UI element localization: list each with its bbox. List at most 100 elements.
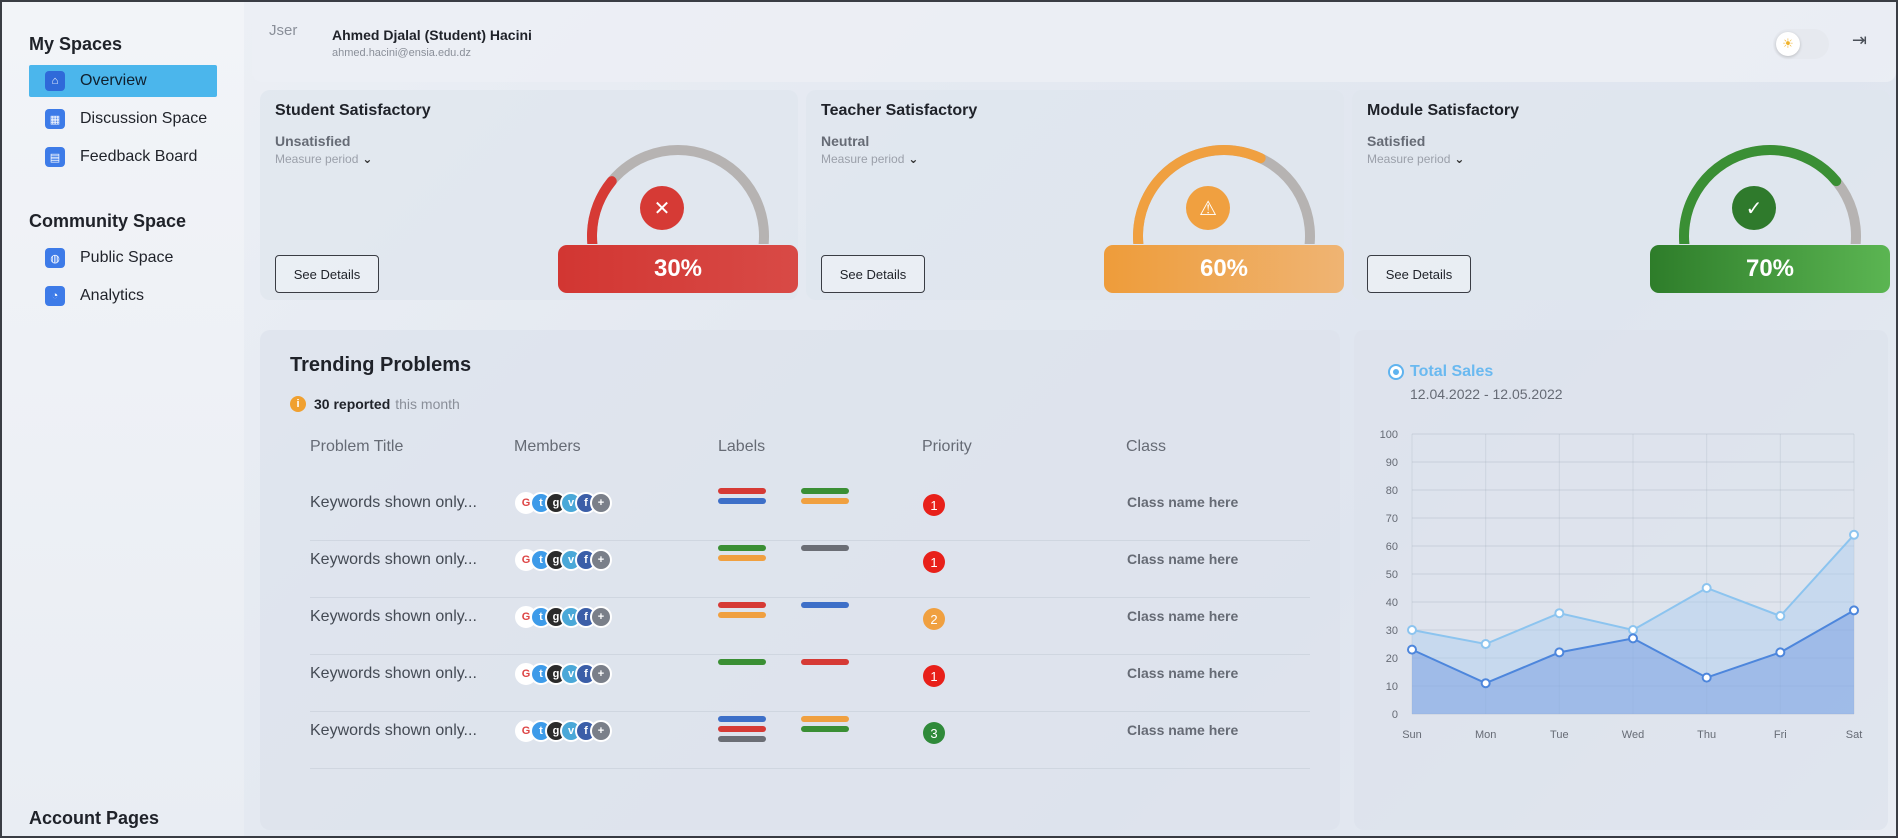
- label-bar: [718, 545, 766, 551]
- total-sales-panel: Total Sales 12.04.2022 - 12.05.2022 0 10 2…: [1354, 330, 1888, 830]
- x-tick-label: Mon: [1475, 729, 1496, 741]
- community-space-title: Community Space: [29, 211, 187, 231]
- account-pages-title: Account Pages: [29, 808, 160, 828]
- data-point: [1554, 608, 1565, 619]
- pie-chart-icon: ◔: [45, 286, 65, 306]
- feedback-icon: ▤: [45, 147, 65, 167]
- x-tick-label: Wed: [1622, 729, 1644, 741]
- gauge-value-arc: [1679, 145, 1842, 244]
- data-point: [1849, 605, 1859, 616]
- problem-title: Keywords shown only...: [310, 722, 477, 739]
- reported-count: 30 reported: [314, 396, 391, 412]
- chart-date-range: 12.04.2022 - 12.05.2022: [1410, 386, 1563, 402]
- sidebar-item-analytics[interactable]: ◔ Analytics: [29, 280, 217, 312]
- sidebar-item-feedback-board[interactable]: ▤ Feedback Board: [29, 141, 217, 173]
- data-point: [1480, 678, 1491, 689]
- satisfaction-gauge: [1133, 145, 1315, 244]
- theme-toggle[interactable]: ☀: [1773, 29, 1829, 59]
- measure-period-dropdown[interactable]: Measure period ⌄: [821, 152, 918, 166]
- y-tick-label: 80: [1386, 485, 1398, 497]
- label-bar: [801, 498, 849, 504]
- priority-badge: 1: [923, 551, 945, 573]
- sidebar-item-public-space[interactable]: ◍ Public Space: [29, 242, 217, 274]
- column-header: Problem Title: [310, 438, 404, 455]
- see-details-button[interactable]: See Details: [1367, 255, 1471, 293]
- data-point: [1775, 611, 1786, 621]
- x-tick-label: Tue: [1550, 729, 1569, 741]
- column-header: Priority: [922, 438, 972, 455]
- sidebar-item-discussion-space[interactable]: ▦ Discussion Space: [29, 103, 217, 135]
- y-tick-label: 30: [1386, 625, 1398, 637]
- warning-icon: ⚠: [1186, 186, 1230, 230]
- measure-period-label: Measure period: [821, 152, 905, 166]
- trending-problems-title: Trending Problems: [290, 354, 472, 376]
- label-bar: [801, 488, 849, 494]
- user-label: Jser: [269, 22, 298, 39]
- y-tick-label: 90: [1386, 457, 1398, 469]
- data-point: [1701, 672, 1712, 683]
- globe-icon: ◍: [45, 248, 65, 268]
- sidebar: My Spaces ⌂ Overview ▦ Discussion Space …: [2, 2, 244, 836]
- see-details-button[interactable]: See Details: [275, 255, 379, 293]
- priority-badge: 1: [923, 665, 945, 687]
- satisfaction-gauge: [1679, 145, 1861, 244]
- problem-title: Keywords shown only...: [310, 494, 477, 511]
- column-header: Members: [514, 438, 581, 455]
- reported-summary: i 30 reported this month: [290, 396, 460, 412]
- card-status: Satisfied: [1367, 133, 1426, 149]
- legend-marker[interactable]: [1388, 364, 1404, 380]
- label-bar: [718, 659, 766, 665]
- my-spaces-group: My Spaces ⌂ Overview ▦ Discussion Space …: [29, 34, 217, 173]
- labels-group: [718, 602, 766, 622]
- home-icon: ⌂: [45, 71, 65, 91]
- labels-group: [801, 716, 849, 736]
- data-point: [1849, 529, 1859, 540]
- table-header: Problem Title Members Labels Priority Cl…: [310, 438, 1320, 458]
- label-bar: [718, 555, 766, 561]
- column-header: Labels: [718, 438, 766, 455]
- class-name: Class name here: [1127, 722, 1239, 738]
- trending-problems-panel: Trending Problems i 30 reported this mon…: [260, 330, 1340, 830]
- y-tick-label: 60: [1386, 541, 1398, 553]
- label-bar: [718, 498, 766, 504]
- labels-group: [718, 488, 766, 508]
- teacher-satisfactory-card: Teacher Satisfactory Neutral Measure per…: [806, 90, 1344, 300]
- see-details-button[interactable]: See Details: [821, 255, 925, 293]
- problem-title: Keywords shown only...: [310, 608, 477, 625]
- header: Jser Ahmed Djalal (Student) Hacini ahmed…: [252, 2, 1896, 82]
- y-tick-label: 0: [1392, 709, 1398, 721]
- measure-period-dropdown[interactable]: Measure period ⌄: [275, 152, 372, 166]
- reported-suffix: this month: [395, 396, 460, 412]
- label-bar: [801, 726, 849, 732]
- plus-icon: +: [590, 492, 612, 514]
- sun-icon: ☀: [1776, 32, 1800, 56]
- gauge-value-arc: [1133, 145, 1266, 244]
- label-bar: [718, 488, 766, 494]
- data-point: [1554, 647, 1565, 658]
- chart-title: Total Sales: [1410, 363, 1494, 380]
- y-tick-label: 100: [1380, 429, 1398, 441]
- measure-period-dropdown[interactable]: Measure period ⌄: [1367, 152, 1464, 166]
- labels-group: [801, 545, 849, 555]
- y-tick-label: 40: [1386, 597, 1398, 609]
- satisfaction-gauge: [587, 145, 769, 244]
- data-point: [1480, 639, 1491, 649]
- sidebar-item-overview[interactable]: ⌂ Overview: [29, 65, 217, 97]
- plus-icon: +: [590, 663, 612, 685]
- logout-icon[interactable]: ⇥: [1852, 30, 1868, 50]
- class-name: Class name here: [1127, 494, 1239, 510]
- my-spaces-title: My Spaces: [29, 34, 123, 54]
- label-bar: [801, 716, 849, 722]
- info-icon: i: [290, 396, 306, 412]
- student-satisfactory-card: Student Satisfactory Unsatisfied Measure…: [260, 90, 798, 300]
